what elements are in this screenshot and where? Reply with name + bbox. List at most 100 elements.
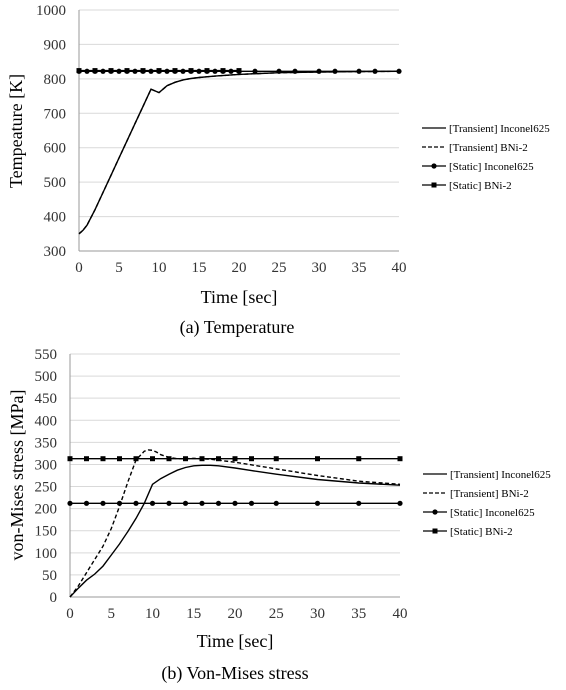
stress-caption: (b) Von-Mises stress — [161, 663, 308, 684]
x-tick-label: 40 — [393, 606, 408, 622]
data-point — [133, 500, 139, 506]
data-point — [83, 500, 90, 506]
data-point — [156, 68, 162, 74]
data-point — [76, 68, 82, 74]
x-tick-label: 35 — [352, 260, 367, 276]
data-point — [172, 68, 178, 74]
temperature-x-axis-title: Time [sec] — [201, 287, 278, 307]
x-tick-label: 20 — [228, 606, 243, 622]
data-point — [396, 68, 402, 74]
stress-axis-frame — [69, 354, 400, 598]
legend-entry-static-inconel625: [Static] Inconel625 — [422, 161, 534, 173]
data-point — [220, 68, 226, 74]
stress-y-axis-title: von-Mises stress [MPa] — [7, 390, 27, 561]
x-tick-label: 5 — [108, 606, 116, 622]
chart-von-mises: 0 5 10 15 20 25 30 35 40 0 50 100 150 200 250 300 350 40… — [7, 347, 551, 684]
temperature-caption: (a) Temperature — [180, 317, 295, 338]
data-point — [397, 456, 403, 462]
data-point — [124, 68, 130, 74]
y-tick-label: 900 — [44, 37, 67, 53]
data-point — [232, 456, 238, 462]
data-point — [356, 500, 362, 506]
y-tick-label: 400 — [44, 210, 67, 226]
legend-label: [Static] BNi-2 — [450, 526, 513, 538]
legend-entry-static-inconel625: [Static] Inconel625 — [423, 507, 535, 519]
series-line — [69, 449, 401, 598]
series-transient-inconel625 — [78, 70, 400, 235]
series-static-bni-2 — [76, 68, 242, 74]
data-point — [316, 68, 322, 74]
x-tick-label: 25 — [269, 606, 284, 622]
data-point — [273, 500, 279, 506]
data-point — [372, 68, 378, 74]
y-tick-label: 1000 — [36, 3, 66, 19]
y-tick-label: 450 — [35, 391, 58, 407]
legend-label: [Transient] BNi-2 — [449, 142, 528, 154]
data-point — [216, 456, 221, 462]
data-point — [199, 500, 205, 506]
data-point — [150, 456, 155, 462]
temperature-legend: [Transient] Inconel625 [Transient] BNi-2… — [422, 123, 550, 192]
legend-marker — [431, 182, 437, 188]
x-tick-label: 15 — [186, 606, 201, 622]
data-point — [249, 456, 254, 462]
stress-x-axis-title: Time [sec] — [197, 631, 274, 651]
legend-entry-transient-inconel625: [Transient] Inconel625 — [422, 123, 550, 135]
series-line — [78, 70, 400, 235]
data-point — [133, 456, 139, 462]
y-tick-label: 400 — [35, 413, 58, 429]
x-tick-label: 0 — [66, 606, 74, 622]
y-tick-label: 100 — [35, 546, 58, 562]
temperature-grid — [79, 9, 399, 252]
data-point — [149, 500, 156, 506]
x-tick-label: 5 — [115, 260, 123, 276]
legend-label: [Transient] BNi-2 — [450, 488, 529, 500]
data-point — [117, 456, 122, 462]
data-point — [204, 68, 210, 74]
series-line — [78, 70, 400, 235]
y-tick-label: 0 — [50, 590, 58, 606]
legend-marker — [432, 509, 438, 515]
stress-legend: [Transient] Inconel625 [Transient] BNi-2… — [423, 469, 551, 538]
legend-marker — [431, 163, 437, 169]
y-tick-label: 700 — [44, 106, 67, 122]
data-point — [273, 456, 279, 462]
x-tick-label: 35 — [351, 606, 366, 622]
y-tick-label: 200 — [35, 502, 58, 518]
data-point — [166, 500, 172, 506]
temperature-y-axis-title: Tempeature [K] — [6, 74, 26, 188]
data-point — [356, 456, 362, 462]
x-tick-label: 40 — [392, 260, 407, 276]
data-point — [252, 68, 258, 74]
data-point — [140, 68, 146, 74]
x-tick-label: 20 — [232, 260, 247, 276]
series-static-inconel625 — [67, 500, 403, 506]
x-tick-label: 0 — [75, 260, 83, 276]
data-point — [314, 500, 321, 506]
series-transient-inconel625 — [69, 464, 401, 598]
y-tick-label: 500 — [35, 369, 58, 385]
stress-x-ticks: 0 5 10 15 20 25 30 35 40 — [66, 606, 407, 622]
legend-marker — [432, 528, 438, 534]
legend-entry-transient-inconel625: [Transient] Inconel625 — [423, 469, 551, 481]
stress-y-ticks: 0 50 100 150 200 250 300 350 400 450 500 550 — [35, 347, 58, 606]
legend-entry-transient-bni2: [Transient] BNi-2 — [423, 488, 529, 500]
legend-entry-static-bni2: [Static] BNi-2 — [422, 180, 512, 192]
temperature-axis-frame — [78, 10, 399, 252]
temperature-y-ticks: 300 400 500 600 700 800 900 1000 — [36, 3, 66, 260]
x-tick-label: 25 — [272, 260, 287, 276]
x-tick-label: 10 — [145, 606, 160, 622]
y-tick-label: 150 — [35, 524, 58, 540]
data-point — [315, 456, 320, 462]
legend-entry-transient-bni2: [Transient] BNi-2 — [422, 142, 528, 154]
x-tick-label: 10 — [152, 260, 167, 276]
stress-grid — [70, 353, 400, 598]
data-point — [292, 68, 298, 74]
y-tick-label: 500 — [44, 175, 67, 191]
temperature-x-ticks: 0 5 10 15 20 25 30 35 40 — [75, 260, 406, 276]
data-point — [182, 500, 189, 506]
data-point — [232, 500, 238, 506]
data-point — [67, 456, 73, 462]
series-static-bni-2 — [67, 456, 403, 462]
